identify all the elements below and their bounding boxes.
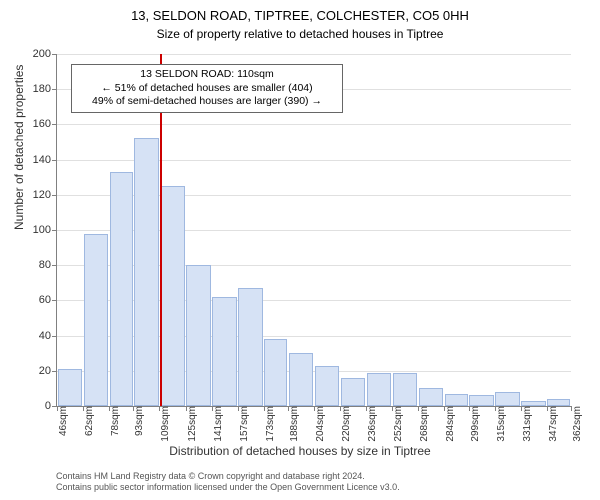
histogram-bar: [238, 288, 263, 406]
xtick-label: 93sqm: [134, 406, 145, 436]
histogram-bar: [445, 394, 468, 406]
histogram-bar: [495, 392, 520, 406]
footer-line: Contains public sector information licen…: [56, 482, 400, 494]
footer-line: Contains HM Land Registry data © Crown c…: [56, 471, 400, 483]
xtick-label: 331sqm: [522, 406, 533, 442]
annotation-line: ← 51% of detached houses are smaller (40…: [78, 82, 336, 96]
xtick-label: 46sqm: [58, 406, 69, 436]
xtick-label: 141sqm: [213, 406, 224, 442]
xtick-label: 362sqm: [572, 406, 583, 442]
xtick-label: 78sqm: [110, 406, 121, 436]
xtick-label: 315sqm: [496, 406, 507, 442]
histogram-bar: [367, 373, 392, 406]
xtick-label: 252sqm: [393, 406, 404, 442]
xtick-label: 220sqm: [341, 406, 352, 442]
xtick-label: 268sqm: [419, 406, 430, 442]
histogram-chart: 02040608010012014016018020046sqm62sqm78s…: [56, 54, 571, 407]
ytick-label: 120: [33, 189, 51, 201]
ytick-mark: [52, 265, 57, 266]
x-axis-label: Distribution of detached houses by size …: [0, 444, 600, 458]
page-subtitle: Size of property relative to detached ho…: [0, 27, 600, 41]
xtick-label: 173sqm: [265, 406, 276, 442]
xtick-label: 109sqm: [160, 406, 171, 442]
histogram-bar: [186, 265, 211, 406]
ytick-mark: [52, 160, 57, 161]
histogram-bar: [393, 373, 418, 406]
ytick-mark: [52, 371, 57, 372]
gridline: [57, 124, 571, 125]
xtick-label: 347sqm: [548, 406, 559, 442]
ytick-label: 0: [45, 400, 51, 412]
xtick-label: 204sqm: [315, 406, 326, 442]
ytick-mark: [52, 230, 57, 231]
y-axis-label: Number of detached properties: [12, 65, 26, 230]
annotation-line: 49% of semi-detached houses are larger (…: [78, 95, 336, 109]
xtick-label: 125sqm: [187, 406, 198, 442]
histogram-bar: [289, 353, 314, 406]
xtick-label: 62sqm: [84, 406, 95, 436]
xtick-label: 284sqm: [445, 406, 456, 442]
xtick-label: 299sqm: [470, 406, 481, 442]
ytick-label: 20: [39, 365, 51, 377]
ytick-label: 180: [33, 83, 51, 95]
annotation-box: 13 SELDON ROAD: 110sqm← 51% of detached …: [71, 64, 343, 113]
ytick-label: 40: [39, 330, 51, 342]
histogram-bar: [315, 366, 340, 406]
ytick-label: 160: [33, 118, 51, 130]
histogram-bar: [84, 234, 109, 406]
histogram-bar: [212, 297, 237, 406]
ytick-label: 200: [33, 48, 51, 60]
histogram-bar: [58, 369, 83, 406]
histogram-bar: [469, 395, 494, 406]
ytick-mark: [52, 336, 57, 337]
ytick-mark: [52, 195, 57, 196]
ytick-label: 80: [39, 259, 51, 271]
histogram-bar: [160, 186, 185, 406]
histogram-bar: [547, 399, 570, 406]
histogram-bar: [341, 378, 366, 406]
histogram-bar: [264, 339, 287, 406]
ytick-mark: [52, 300, 57, 301]
ytick-label: 60: [39, 294, 51, 306]
histogram-bar: [419, 388, 444, 406]
ytick-mark: [52, 124, 57, 125]
gridline: [57, 54, 571, 55]
xtick-label: 188sqm: [289, 406, 300, 442]
histogram-bar: [134, 138, 159, 406]
ytick-mark: [52, 89, 57, 90]
histogram-bar: [521, 401, 546, 406]
ytick-label: 100: [33, 224, 51, 236]
ytick-mark: [52, 54, 57, 55]
annotation-line: 13 SELDON ROAD: 110sqm: [78, 68, 336, 82]
xtick-label: 236sqm: [367, 406, 378, 442]
footer-attribution: Contains HM Land Registry data © Crown c…: [56, 471, 400, 494]
page-title: 13, SELDON ROAD, TIPTREE, COLCHESTER, CO…: [0, 0, 600, 25]
xtick-label: 157sqm: [239, 406, 250, 442]
histogram-bar: [110, 172, 133, 406]
ytick-label: 140: [33, 154, 51, 166]
